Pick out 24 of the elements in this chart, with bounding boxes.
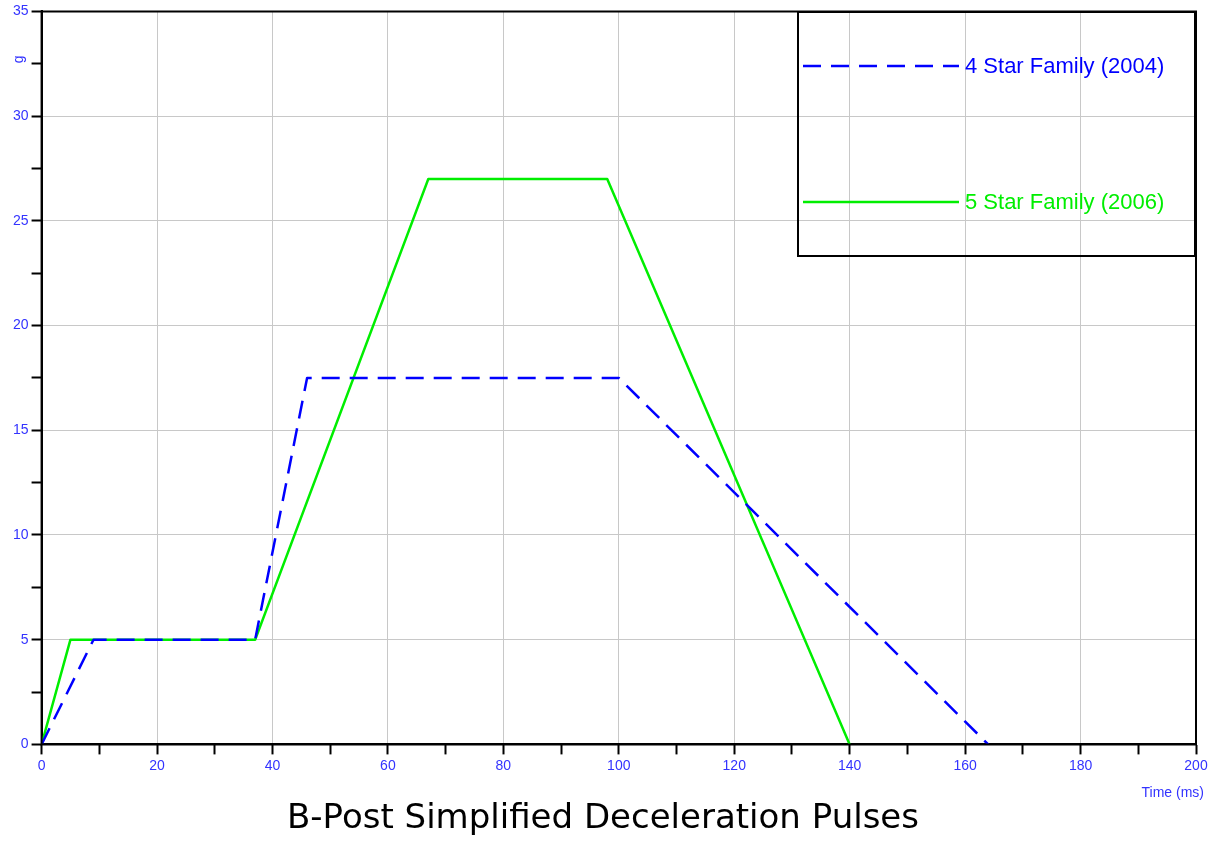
y-axis-title: g bbox=[10, 55, 27, 64]
x-tick-label: 200 bbox=[1184, 756, 1208, 773]
x-tick-label: 120 bbox=[722, 756, 747, 773]
x-tick-label: 160 bbox=[953, 756, 978, 773]
x-tick-label: 180 bbox=[1068, 756, 1093, 773]
y-tick-label: 15 bbox=[12, 421, 29, 438]
y-tick-label: 25 bbox=[12, 211, 29, 228]
y-tick-label: 5 bbox=[20, 630, 29, 647]
x-tick-label: 20 bbox=[149, 756, 166, 773]
x-tick-label: 100 bbox=[607, 756, 631, 773]
x-tick-label: 140 bbox=[837, 756, 862, 773]
y-tick-label: 0 bbox=[20, 735, 29, 752]
text: 4 Star Family (2004) bbox=[965, 53, 1165, 80]
x-tick-label: 60 bbox=[380, 756, 396, 773]
y-tick-label: 35 bbox=[12, 2, 29, 19]
text: B-Post Simplified Deceleration Pulses bbox=[287, 796, 919, 837]
x-tick-label: 40 bbox=[264, 756, 281, 773]
x-axis-title: Time (ms) bbox=[1141, 784, 1204, 801]
x-tick-label: 0 bbox=[37, 756, 46, 773]
x-tick-label: 80 bbox=[495, 756, 512, 773]
y-tick-label: 30 bbox=[12, 106, 29, 123]
y-tick-label: 10 bbox=[12, 525, 29, 542]
y-tick-label: 20 bbox=[12, 316, 29, 333]
text: 5 Star Family (2006) bbox=[965, 189, 1165, 216]
